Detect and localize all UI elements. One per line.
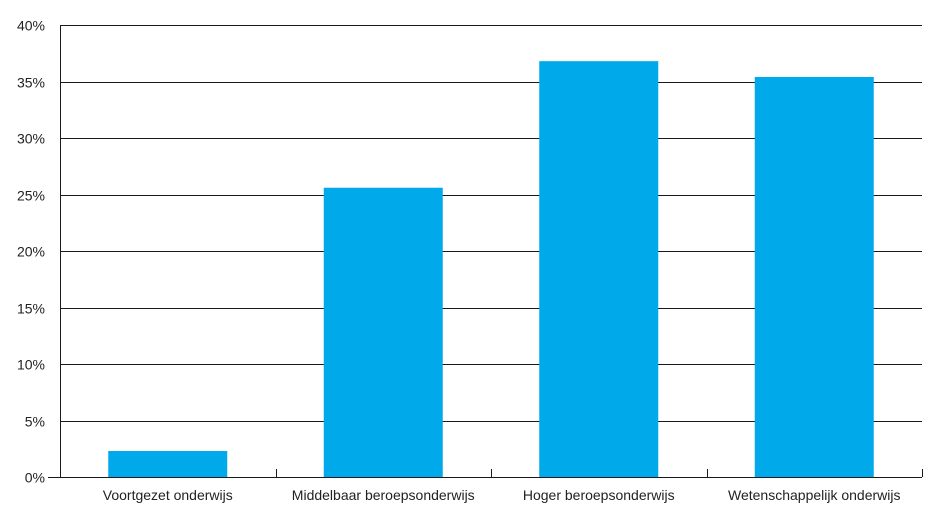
bar	[754, 76, 874, 477]
y-tick-label: 40%	[17, 18, 45, 34]
y-tick-label: 25%	[17, 188, 45, 204]
x-category-label: Middelbaar beroepsonderwijs	[292, 487, 475, 503]
y-tick-label: 30%	[17, 131, 45, 147]
bar	[323, 187, 443, 477]
y-tick-label: 0%	[25, 470, 45, 486]
y-tick-label: 15%	[17, 301, 45, 317]
bars	[108, 61, 874, 477]
x-category-label: Voortgezet onderwijs	[103, 487, 233, 503]
x-category-label: Wetenschappelijk onderwijs	[728, 487, 901, 503]
y-tick-label: 5%	[25, 414, 45, 430]
bar	[108, 451, 228, 477]
axes	[48, 25, 923, 478]
bar	[539, 61, 659, 477]
y-tick-label: 10%	[17, 357, 45, 373]
gridlines	[60, 25, 922, 422]
x-category-label: Hoger beroepsonderwijs	[523, 487, 675, 503]
y-axis-ticks: 0% 5% 10% 15% 20% 25% 30% 35% 40%	[17, 18, 45, 486]
y-tick-label: 20%	[17, 244, 45, 260]
y-tick-label: 35%	[17, 75, 45, 91]
x-axis-labels: Voortgezet onderwijs Middelbaar beroepson…	[103, 487, 901, 503]
